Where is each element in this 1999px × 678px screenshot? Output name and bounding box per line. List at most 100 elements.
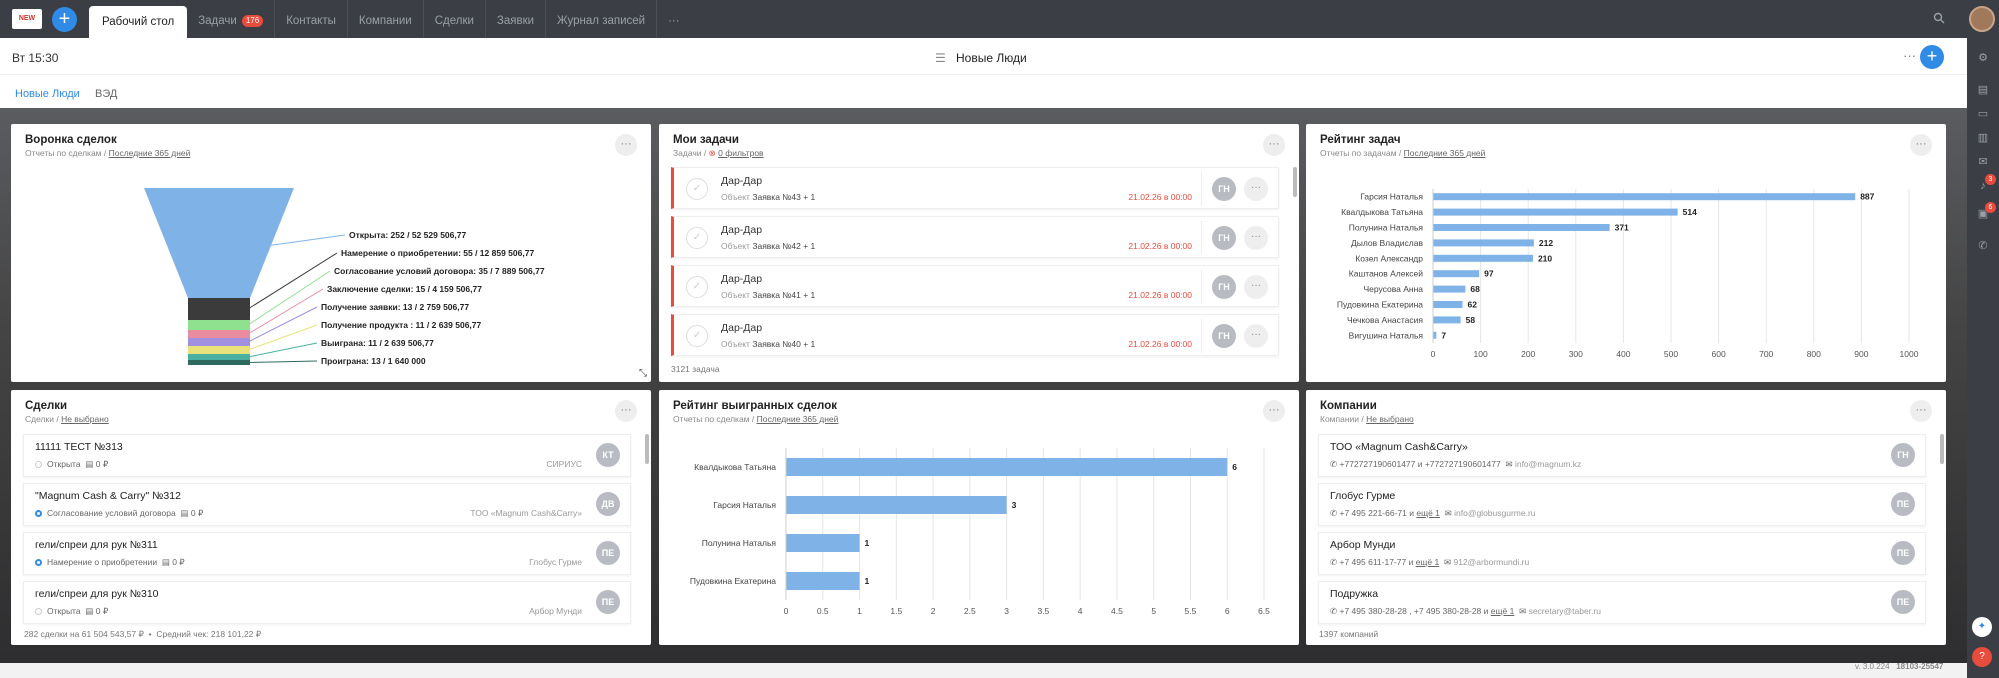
company-phones[interactable]: +7 495 221-66-71 и — [1339, 508, 1414, 518]
tab-tasks[interactable]: Задачи 176 — [187, 0, 276, 38]
task-more-button[interactable]: ··· — [1244, 177, 1268, 201]
company-card[interactable]: ТОО «Magnum Cash&Carry» ✆ +7727271906014… — [1318, 434, 1926, 477]
more-phones-link[interactable]: ещё 1 — [1416, 508, 1440, 518]
search-icon[interactable] — [1933, 12, 1945, 27]
complete-task-checkbox[interactable]: ✓ — [686, 227, 708, 249]
more-phones-link[interactable]: ещё 1 — [1490, 606, 1515, 616]
task-card[interactable]: ✓ Дар-Дар Объект Заявка №40 + 1 21.02.26… — [671, 314, 1279, 356]
funnel-stage[interactable] — [188, 330, 250, 338]
header-more-button[interactable]: ··· — [1903, 48, 1916, 63]
deal-company[interactable]: ТОО «Magnum Cash&Carry» — [470, 508, 582, 518]
deal-card[interactable]: 11111 ТЕСТ №313 Открыта ▤ 0 ₽ СИРИУС КТ — [23, 434, 631, 477]
tab-requests[interactable]: Заявки — [486, 0, 547, 38]
funnel-stage[interactable] — [144, 188, 294, 298]
avatar[interactable]: ПЕ — [1891, 541, 1915, 565]
company-email[interactable]: secretary@taber.ru — [1528, 606, 1601, 616]
avatar[interactable]: ГН — [1212, 324, 1236, 348]
deal-company[interactable]: Арбор Мунди — [529, 606, 582, 616]
filter-link[interactable]: Не выбрано — [61, 414, 109, 424]
deal-card[interactable]: гели/спреи для рук №311 Намерение о прио… — [23, 532, 631, 575]
funnel-stage[interactable] — [188, 298, 250, 320]
company-card[interactable]: Арбор Мунди ✆ +7 495 611-17-77 и ещё 1 ✉… — [1318, 532, 1926, 575]
scrollbar[interactable] — [1940, 434, 1944, 464]
bar[interactable] — [1433, 301, 1463, 308]
widget-menu-button[interactable]: ··· — [615, 400, 637, 422]
folder-icon[interactable]: ▤ — [1977, 84, 1989, 96]
menu-icon[interactable]: ☰ — [935, 51, 946, 65]
avatar[interactable]: ГН — [1212, 226, 1236, 250]
task-card[interactable]: ✓ Дар-Дар Объект Заявка №41 + 1 21.02.26… — [671, 265, 1279, 307]
deal-card[interactable]: "Magnum Cash & Carry" №312 Согласование … — [23, 483, 631, 526]
bar[interactable] — [786, 534, 860, 552]
inbox-icon[interactable]: ▣ — [1977, 208, 1989, 220]
tab-more[interactable]: ··· — [657, 0, 691, 38]
funnel-stage[interactable] — [188, 320, 250, 330]
global-add-button[interactable]: + — [52, 7, 77, 32]
header-add-button[interactable]: + — [1920, 45, 1944, 69]
task-more-button[interactable]: ··· — [1244, 324, 1268, 348]
widget-menu-button[interactable]: ··· — [615, 134, 637, 156]
user-avatar[interactable] — [1969, 6, 1995, 32]
company-phones[interactable]: +7 495 611-17-77 и — [1339, 557, 1414, 567]
object-link[interactable]: Заявка №40 + 1 — [752, 339, 816, 349]
tab-desktop[interactable]: Рабочий стол — [89, 6, 188, 38]
complete-task-checkbox[interactable]: ✓ — [686, 325, 708, 347]
tab-contacts[interactable]: Контакты — [275, 0, 348, 38]
filter-link[interactable]: 0 фильтров — [718, 148, 764, 158]
task-card[interactable]: ✓ Дар-Дар Объект Заявка №42 + 1 21.02.26… — [671, 216, 1279, 258]
task-more-button[interactable]: ··· — [1244, 275, 1268, 299]
scrollbar[interactable] — [1293, 167, 1297, 197]
resize-icon[interactable]: ⤡ — [639, 368, 647, 379]
bar[interactable] — [1433, 208, 1678, 216]
period-link[interactable]: Последние 365 дней — [756, 414, 839, 424]
task-card[interactable]: ✓ Дар-Дар Объект Заявка №43 + 1 21.02.26… — [671, 167, 1279, 209]
widget-menu-button[interactable]: ··· — [1910, 400, 1932, 422]
bar[interactable] — [1433, 316, 1461, 324]
scrollbar[interactable] — [645, 434, 649, 464]
messages-icon[interactable]: ✉ — [1978, 156, 1988, 168]
company-email[interactable]: info@globusgurme.ru — [1454, 508, 1536, 518]
avatar[interactable]: ПЕ — [596, 541, 620, 565]
chat-icon[interactable]: ▭ — [1977, 108, 1989, 120]
widget-menu-button[interactable]: ··· — [1263, 134, 1285, 156]
tab-journal[interactable]: Журнал записей — [546, 0, 658, 38]
phone-icon[interactable]: ✆ — [1978, 240, 1988, 252]
tab-deals[interactable]: Сделки — [424, 0, 486, 38]
avatar[interactable]: ГН — [1212, 177, 1236, 201]
avatar[interactable]: ПЕ — [1891, 492, 1915, 516]
bar[interactable] — [1433, 193, 1856, 201]
settings-icon[interactable]: ⚙ — [1978, 52, 1988, 64]
widget-settings-icon[interactable]: ✦ — [1972, 617, 1992, 637]
bar[interactable] — [786, 458, 1228, 476]
complete-task-checkbox[interactable]: ✓ — [686, 276, 708, 298]
bar[interactable] — [786, 496, 1007, 514]
bell-icon[interactable]: ♪ — [1980, 180, 1986, 192]
dashboard-tab-novye-lyudi[interactable]: Новые Люди — [15, 88, 80, 100]
funnel-stage[interactable] — [188, 354, 250, 360]
object-link[interactable]: Заявка №42 + 1 — [752, 241, 816, 251]
company-phones[interactable]: +7 495 380-28-28 , +7 495 380-28-28 и — [1339, 606, 1489, 616]
avatar[interactable]: ПЕ — [596, 590, 620, 614]
help-icon[interactable]: ? — [1972, 647, 1992, 667]
book-icon[interactable]: ▥ — [1977, 132, 1989, 144]
avatar[interactable]: КТ — [596, 443, 620, 467]
tab-companies[interactable]: Компании — [348, 0, 424, 38]
object-link[interactable]: Заявка №41 + 1 — [752, 290, 816, 300]
period-link[interactable]: Последние 365 дней — [1403, 148, 1486, 158]
widget-menu-button[interactable]: ··· — [1910, 134, 1932, 156]
object-link[interactable]: Заявка №43 + 1 — [752, 192, 816, 202]
deal-card[interactable]: гели/спреи для рук №310 Открыта ▤ 0 ₽ Ар… — [23, 581, 631, 624]
bar[interactable] — [1433, 224, 1610, 231]
company-card[interactable]: Глобус Гурме ✆ +7 495 221-66-71 и ещё 1 … — [1318, 483, 1926, 526]
funnel-stage[interactable] — [188, 360, 250, 365]
bar[interactable] — [1433, 239, 1534, 247]
dashboard-tab-ved[interactable]: ВЭД — [95, 88, 118, 100]
widget-menu-button[interactable]: ··· — [1263, 400, 1285, 422]
bar[interactable] — [1433, 285, 1466, 293]
avatar[interactable]: ГН — [1891, 443, 1915, 467]
app-logo[interactable]: NEW — [12, 9, 42, 29]
company-phones[interactable]: +772727190601477 и +772727190601477 — [1339, 459, 1501, 469]
avatar[interactable]: ГН — [1212, 275, 1236, 299]
filter-link[interactable]: Не выбрано — [1366, 414, 1414, 424]
task-more-button[interactable]: ··· — [1244, 226, 1268, 250]
